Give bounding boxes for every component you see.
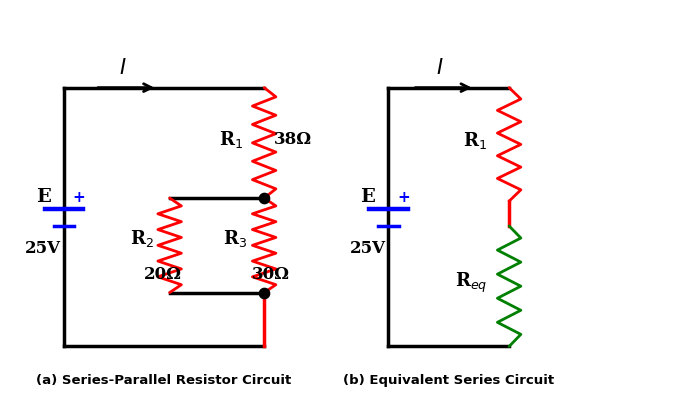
Text: 38Ω: 38Ω bbox=[274, 131, 312, 148]
Text: E: E bbox=[36, 188, 51, 206]
Point bbox=[258, 195, 270, 201]
Text: +: + bbox=[397, 190, 410, 205]
Text: R$_2$: R$_2$ bbox=[130, 228, 154, 249]
Text: 25V: 25V bbox=[25, 240, 62, 257]
Text: 20Ω: 20Ω bbox=[144, 266, 182, 283]
Text: R$_1$: R$_1$ bbox=[219, 129, 243, 150]
Text: E: E bbox=[360, 188, 375, 206]
Text: R$_3$: R$_3$ bbox=[223, 228, 247, 249]
Point bbox=[258, 289, 270, 296]
Text: R$_1$: R$_1$ bbox=[463, 131, 486, 152]
Text: (b) Equivalent Series Circuit: (b) Equivalent Series Circuit bbox=[343, 374, 554, 387]
Text: 30Ω: 30Ω bbox=[252, 266, 290, 283]
Text: +: + bbox=[73, 190, 85, 205]
Text: 25V: 25V bbox=[350, 240, 386, 257]
Text: (a) Series-Parallel Resistor Circuit: (a) Series-Parallel Resistor Circuit bbox=[36, 374, 292, 387]
Text: $I$: $I$ bbox=[119, 58, 127, 78]
Text: $I$: $I$ bbox=[436, 58, 444, 78]
Text: R$_{eq}$: R$_{eq}$ bbox=[455, 271, 487, 295]
